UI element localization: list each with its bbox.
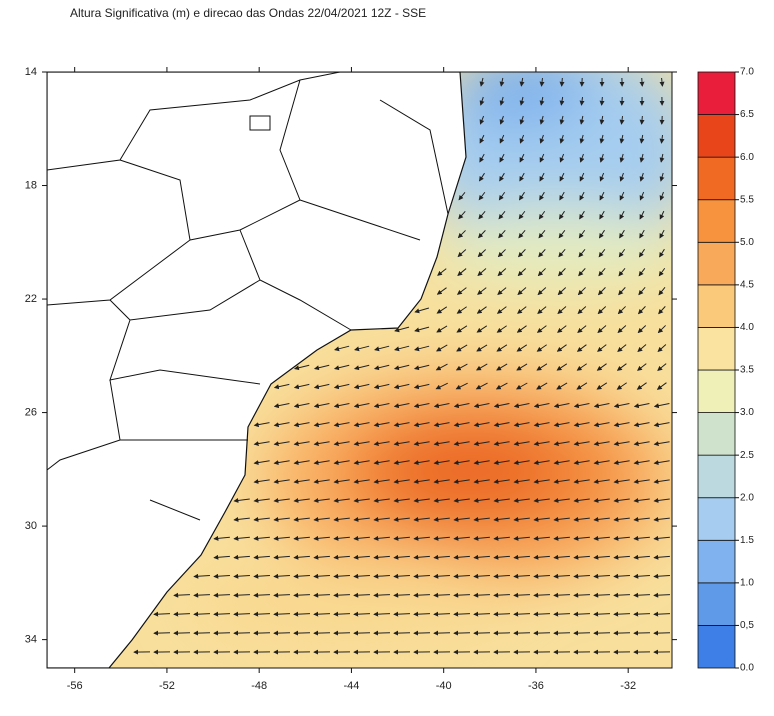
colorbar-band (698, 413, 735, 456)
colorbar-label: 4.0 (740, 322, 754, 333)
wave-arrow (454, 614, 470, 615)
colorbar-band (698, 327, 735, 370)
wave-arrow (554, 614, 570, 615)
colorbar-label: 0,5 (740, 620, 754, 631)
colorbar-label: 5.5 (740, 194, 754, 205)
wave-arrow (314, 614, 330, 615)
y-tick-label: 14 (25, 66, 37, 78)
wave-arrow (634, 614, 650, 615)
x-tick-label: -40 (436, 680, 452, 692)
x-tick-label: -56 (67, 680, 83, 692)
wave-arrow (234, 614, 250, 615)
wave-arrow (294, 614, 310, 615)
wave-arrow (642, 78, 643, 86)
wave-arrow (194, 614, 210, 615)
wave-arrow (154, 614, 170, 615)
wave-arrow (214, 614, 230, 615)
wave-arrow (594, 614, 610, 615)
colorbar-band (698, 72, 735, 115)
district (250, 116, 270, 130)
wave-arrow (534, 614, 550, 615)
wave-field (47, 40, 700, 668)
colorbar-label: 3.0 (740, 407, 754, 418)
colorbar-label: 1.0 (740, 577, 754, 588)
colorbar-label: 1.5 (740, 535, 754, 546)
colorbar-band (698, 540, 735, 583)
colorbar-band (698, 242, 735, 285)
colorbar-label: 5.0 (740, 237, 754, 248)
colorbar-label: 6.0 (740, 152, 754, 163)
y-tick-label: 18 (25, 179, 37, 191)
colorbar-band (698, 157, 735, 200)
wave-arrow (562, 78, 563, 86)
x-tick-label: -44 (343, 680, 359, 692)
colorbar-band (698, 115, 735, 158)
map-title: Altura Significativa (m) e direcao das O… (70, 6, 426, 20)
wave-arrow (174, 614, 190, 615)
wave-arrow (354, 614, 370, 615)
colorbar: 0.0 0,5 1.0 1.5 2.0 2.5 3.0 3.5 4.0 4.5 5.0 5.5 6.0 6… (698, 67, 754, 674)
wave-arrow (394, 614, 410, 615)
colorbar-band (698, 285, 735, 328)
y-tick-label: 30 (25, 520, 37, 532)
wave-arrow (254, 614, 270, 615)
colorbar-label: 0.0 (740, 663, 754, 674)
wave-arrow (414, 614, 430, 615)
colorbar-band (698, 625, 735, 668)
y-tick-label: 22 (25, 293, 37, 305)
wave-arrow (654, 614, 670, 615)
colorbar-band (698, 498, 735, 541)
wave-arrow (474, 614, 490, 615)
x-tick-label: -48 (251, 680, 267, 692)
x-tick-label: -36 (528, 680, 544, 692)
colorbar-label: 4.5 (740, 279, 754, 290)
x-tick-label: -52 (159, 680, 175, 692)
colorbar-label: 2.5 (740, 450, 754, 461)
colorbar-label: 2.0 (740, 492, 754, 503)
wave-arrow (514, 614, 530, 615)
wave-arrow (334, 614, 350, 615)
wave-arrow (574, 614, 590, 615)
wave-arrow (494, 614, 510, 615)
y-tick-label: 26 (25, 406, 37, 418)
colorbar-band (698, 455, 735, 498)
colorbar-label: 6.5 (740, 109, 754, 120)
wave-arrow (614, 614, 630, 615)
colorbar-label: 3.5 (740, 365, 754, 376)
colorbar-band (698, 370, 735, 413)
x-tick-label: -32 (620, 680, 636, 692)
colorbar-label: 7.0 (740, 67, 754, 78)
colorbar-band (698, 583, 735, 626)
y-tick-label: 34 (25, 634, 37, 646)
wave-arrow (274, 614, 290, 615)
wave-arrow (374, 614, 390, 615)
colorbar-band (698, 200, 735, 243)
wave-arrow (434, 614, 450, 615)
